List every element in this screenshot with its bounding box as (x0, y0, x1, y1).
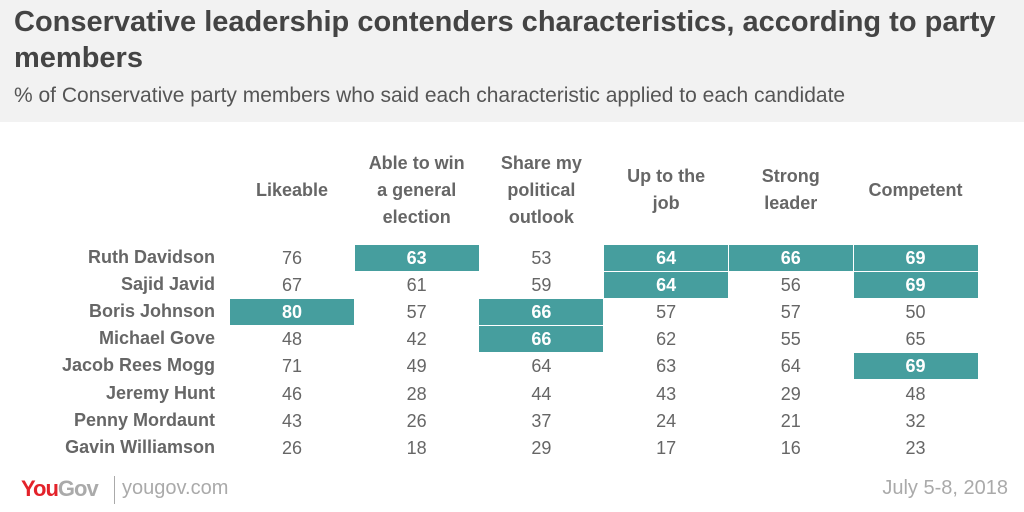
column-header: Up to the job (627, 166, 706, 213)
table-cell: 16 (780, 437, 801, 458)
column-header: Competent (868, 179, 963, 200)
table-cell: 55 (780, 329, 801, 350)
column-header: Strong leader (761, 166, 820, 213)
table-cell: 61 (406, 275, 427, 296)
row-label: Boris Johnson (88, 301, 215, 322)
table-cell: 17 (656, 437, 677, 458)
table-cell: 43 (656, 383, 677, 404)
highlighted-cell: 69 (853, 353, 978, 380)
table-cell: 21 (780, 410, 801, 431)
table-cell: 43 (281, 410, 303, 431)
row-label: Gavin Williamson (65, 436, 215, 457)
table-cell: 65 (905, 329, 926, 350)
highlighted-cell: 69 (853, 245, 978, 271)
table-cell: 32 (905, 410, 926, 431)
table-cell: 44 (531, 383, 552, 404)
table-cell: 64 (531, 356, 552, 377)
highlighted-cell: 64 (604, 245, 729, 271)
table-cell: 46 (281, 383, 303, 404)
table-cell: 64 (780, 356, 801, 377)
table-cell: 56 (780, 275, 801, 296)
table-cell: 23 (905, 437, 926, 458)
header-band (0, 0, 1024, 122)
row-label: Sajid Javid (120, 274, 215, 295)
highlighted-cell: 64 (604, 272, 729, 299)
table-cell: 29 (780, 383, 801, 404)
table-cell: 76 (281, 248, 303, 268)
table-cell: 48 (281, 329, 303, 350)
highlighted-cell: 66 (728, 245, 853, 271)
table-cell: 42 (406, 329, 427, 350)
table-cell: 49 (406, 356, 427, 377)
row-label: Michael Gove (98, 328, 215, 349)
footer-url: yougov.com (122, 477, 229, 499)
table-cell: 62 (656, 329, 677, 350)
table-cell: 59 (531, 275, 552, 296)
highlighted-cell: 69 (853, 272, 978, 299)
highlighted-cell: 63 (354, 245, 479, 271)
table-cell: 28 (406, 383, 427, 404)
row-label: Jacob Rees Mogg (61, 355, 215, 376)
footer-date: July 5-8, 2018 (882, 477, 1008, 499)
table-cell: 67 (281, 275, 303, 296)
table-cell: 71 (281, 356, 303, 377)
chart-title: Conservative leadership contenders chara… (14, 6, 996, 74)
column-header: Able to win a general election (368, 152, 465, 227)
table-cell: 26 (406, 410, 427, 431)
row-label: Jeremy Hunt (105, 382, 215, 403)
table-cell: 37 (531, 410, 552, 431)
table-cell: 29 (531, 437, 552, 458)
highlighted-cell: 66 (479, 326, 604, 353)
yougov-logo: YouGov (21, 476, 99, 501)
highlighted-cell: 66 (479, 299, 604, 326)
table-cell: 57 (656, 302, 677, 323)
column-header: Share my political outlook (500, 152, 582, 227)
row-label: Penny Mordaunt (73, 409, 215, 430)
footer-divider (114, 476, 115, 504)
table-cell: 24 (656, 410, 677, 431)
column-header: Likeable (255, 179, 329, 200)
highlighted-cell: 80 (230, 299, 354, 326)
table-cell: 57 (780, 302, 801, 323)
table-cell: 48 (905, 383, 926, 404)
table-cell: 63 (656, 356, 677, 377)
table-cell: 57 (406, 302, 427, 323)
table-cell: 53 (531, 248, 552, 268)
table-cell: 26 (281, 437, 303, 458)
chart-subtitle: % of Conservative party members who said… (14, 84, 846, 107)
table-cell: 18 (406, 437, 427, 458)
row-label: Ruth Davidson (87, 247, 215, 267)
table-cell: 50 (905, 302, 926, 323)
